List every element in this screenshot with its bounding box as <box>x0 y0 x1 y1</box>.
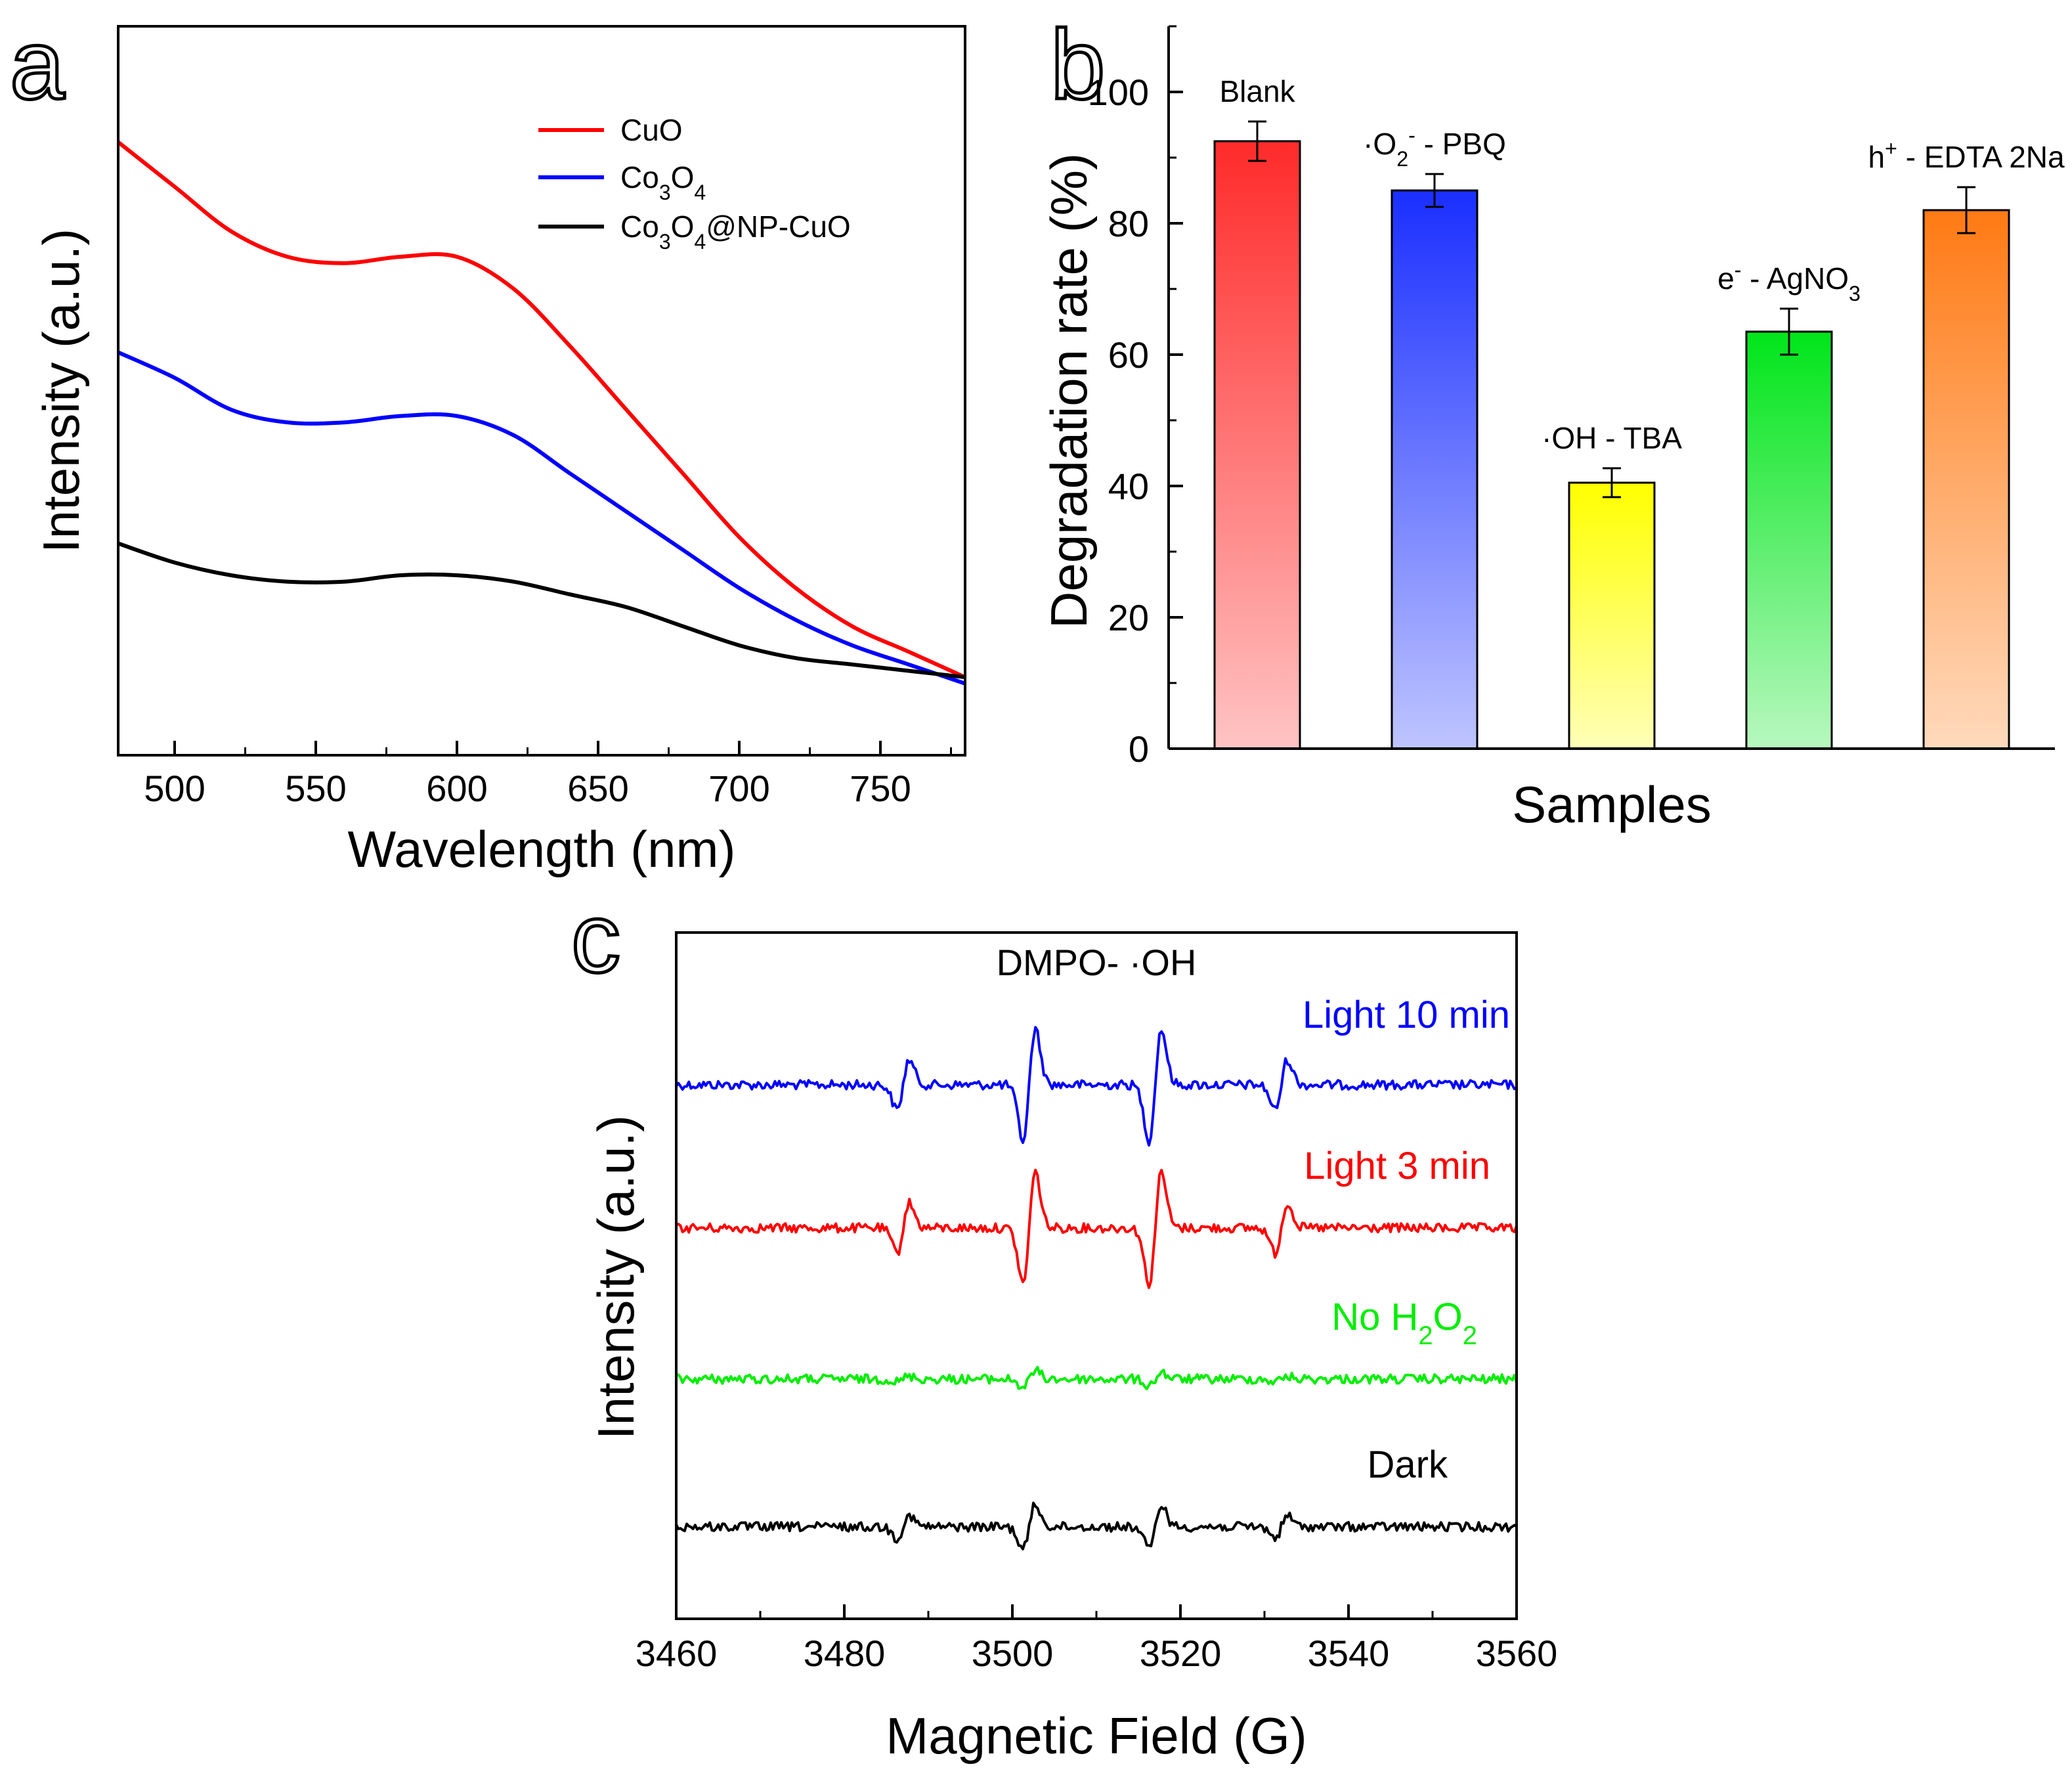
y-tick-label: 40 <box>1108 466 1149 507</box>
panel-c-title: DMPO- ·OH <box>997 942 1197 983</box>
x-tick-label: 500 <box>144 768 205 809</box>
y-tick-label: 20 <box>1108 597 1149 638</box>
x-tick-label: 3540 <box>1308 1633 1390 1674</box>
x-tick-label: 600 <box>426 768 487 809</box>
x-tick-label: 3460 <box>636 1633 718 1674</box>
panel-a-frame <box>117 25 966 757</box>
legend-label-cuo: CuO <box>620 113 683 147</box>
bar-label-e-agno3: e- - AgNO3 <box>1717 258 1861 305</box>
bar-h-edta-2na <box>1922 209 2010 750</box>
panel-label-c: c <box>571 883 620 993</box>
panel-a-xlabel: Wavelength (nm) <box>348 820 736 878</box>
y-tick-label: 60 <box>1108 334 1149 376</box>
bar-label-blank: Blank <box>1219 74 1295 108</box>
y-tick-label: 100 <box>1088 72 1149 113</box>
series-line-co3o4 <box>117 350 966 686</box>
panel-c-xlabel: Magnetic Field (G) <box>886 1707 1307 1765</box>
epr-trace-light-3-min <box>676 1168 1518 1289</box>
epr-trace-dark <box>675 1501 1518 1550</box>
panel-c-ylabel: Intensity (a.u.) <box>587 1115 645 1440</box>
x-tick-label: 3560 <box>1476 1633 1558 1674</box>
x-tick-label: 3500 <box>972 1633 1054 1674</box>
legend-label-co3o4: Co3O4 <box>620 160 706 204</box>
panel-a-legend: CuO Co3O4 Co3O4@NP-CuO <box>538 113 851 253</box>
y-tick-label: 0 <box>1129 728 1149 770</box>
x-tick-label: 750 <box>850 768 911 809</box>
x-tick-label: 700 <box>708 768 769 809</box>
panel-c-chart: 3460 3480 3500 3520 3540 3560 DMPO- ·OH Light… <box>587 931 1558 1765</box>
bar-oh-tba <box>1568 481 1656 750</box>
label-light-3min: Light 3 min <box>1304 1145 1490 1187</box>
epr-trace-light-10-min <box>675 1026 1517 1147</box>
panel-b-ylabel: Degradation rate (%) <box>1040 153 1098 628</box>
y-tick-label: 80 <box>1108 203 1149 244</box>
panel-b-xlabel: Samples <box>1512 776 1711 833</box>
x-tick-label: 550 <box>285 768 346 809</box>
panel-a-chart: 500 550 600 650 700 750 Wavelength (nm) Inten… <box>32 25 966 878</box>
series-line-co3o4-np-cuo <box>118 541 966 680</box>
bar-blank <box>1213 140 1301 750</box>
label-no-h2o2: No H2O2 <box>1331 1296 1477 1350</box>
series-line-cuo <box>117 141 966 679</box>
bar-label-h-edta-2na: h+ - EDTA 2Na <box>1868 137 2065 174</box>
legend-label-np-cuo: Co3O4@NP-CuO <box>620 209 851 253</box>
bar-e-agno3 <box>1745 330 1833 750</box>
x-tick-label: 650 <box>567 768 628 809</box>
panel-label-a: a <box>10 9 65 120</box>
x-tick-label: 3520 <box>1140 1633 1222 1674</box>
epr-trace-no-h2o2 <box>676 1365 1518 1390</box>
bar-o2-pbq <box>1391 189 1478 750</box>
bar-label-o2-pbq: ·O2- - PBQ <box>1363 123 1506 171</box>
label-light-10min: Light 10 min <box>1303 994 1510 1036</box>
bar-label-oh-tba: ·OH - TBA <box>1542 421 1682 455</box>
x-tick-label: 3480 <box>804 1633 886 1674</box>
panel-label-b: b <box>1050 9 1105 120</box>
panel-a-ylabel: Intensity (a.u.) <box>32 229 90 553</box>
label-dark: Dark <box>1368 1443 1448 1486</box>
panel-b-chart: 0 20 40 60 80 100 Blank ·O2- - PBQ ·OH - TBA e- … <box>1040 25 2065 833</box>
